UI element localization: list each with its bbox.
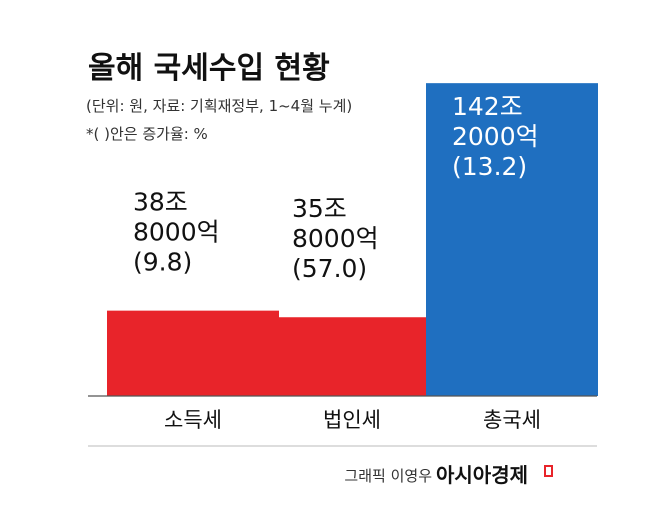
- category-labels-group: 소득세 법인세 총국세: [164, 408, 541, 432]
- bar-2-label-line-1: 35조: [292, 194, 347, 223]
- bar-1-label-line-1: 38조: [133, 188, 188, 217]
- category-label-2: 법인세: [323, 408, 381, 432]
- chart-title: 올해 국세수입 현황: [88, 51, 330, 86]
- credit-text: 그래픽 이영우: [344, 467, 432, 485]
- bar-3-label-line-2: 2000억: [452, 122, 539, 151]
- brand-mark-icon: [544, 465, 553, 477]
- bar-1-label-line-2: 8000억: [133, 218, 220, 247]
- chart-note: *( )안은 증가율: %: [86, 125, 208, 143]
- bar-2-label-line-3: (57.0): [292, 254, 367, 283]
- brand-logo: 아시아경제: [436, 463, 528, 487]
- category-label-1: 소득세: [164, 408, 222, 432]
- category-label-3: 총국세: [483, 408, 541, 432]
- chart-subtitle: (단위: 원, 자료: 기획재정부, 1~4월 누계): [86, 97, 352, 115]
- bar-3-label-line-1: 142조: [452, 92, 523, 121]
- bar-1: [107, 310, 279, 396]
- bar-2-label-line-2: 8000억: [292, 224, 379, 253]
- bar-2: [266, 317, 438, 396]
- bar-3: [426, 83, 598, 396]
- bar-labels-group: 38조8000억(9.8)35조8000억(57.0)142조2000억(13.…: [133, 92, 539, 283]
- bar-3-label-line-3: (13.2): [452, 152, 527, 181]
- bar-1-label-line-3: (9.8): [133, 248, 192, 277]
- bars-group: [107, 83, 598, 396]
